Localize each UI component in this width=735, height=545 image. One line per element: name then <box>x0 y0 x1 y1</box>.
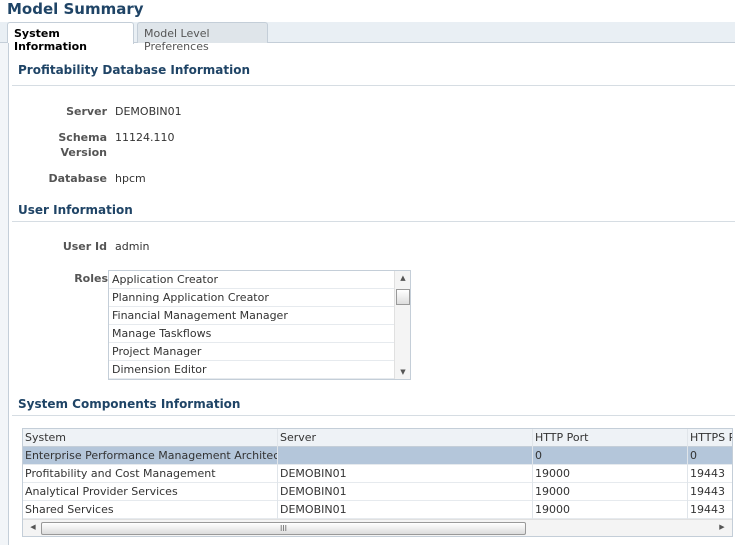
list-item[interactable]: Project Manager <box>109 343 394 361</box>
content-panel <box>8 43 735 545</box>
scroll-left-icon[interactable]: ◀ <box>30 523 36 531</box>
roles-label: Roles <box>74 272 108 285</box>
column-header-http-port[interactable]: HTTP Port <box>533 429 688 447</box>
column-header-https-port[interactable]: HTTPS Port <box>688 429 732 447</box>
user-id-label: User Id <box>62 240 107 253</box>
section-heading-user: User Information <box>18 203 133 217</box>
cell-https-port: 0 <box>688 447 732 465</box>
cell-server <box>278 447 533 465</box>
tab-bar: System Information Model Level Preferenc… <box>0 22 735 53</box>
divider <box>12 85 735 86</box>
cell-system: Analytical Provider Services <box>23 483 278 501</box>
user-id-value: admin <box>115 240 150 253</box>
database-label: Database <box>48 172 107 185</box>
table-row[interactable]: Analytical Provider Services DEMOBIN01 1… <box>23 483 732 501</box>
scroll-thumb[interactable]: III <box>41 522 526 535</box>
roles-scrollbar[interactable]: ▲ ▼ <box>394 271 410 379</box>
cell-system: Profitability and Cost Management <box>23 465 278 483</box>
cell-system: Shared Services <box>23 501 278 519</box>
tab-system-information[interactable]: System Information <box>7 22 134 53</box>
column-header-server[interactable]: Server <box>278 429 533 447</box>
cell-server: DEMOBIN01 <box>278 465 533 483</box>
server-value: DEMOBIN01 <box>115 105 182 118</box>
table-horizontal-scrollbar[interactable]: ◀ III ▶ <box>23 519 732 536</box>
schema-version-value: 11124.110 <box>115 131 175 144</box>
cell-server: DEMOBIN01 <box>278 483 533 501</box>
cell-http-port: 19000 <box>533 483 688 501</box>
tab-model-level-preferences[interactable]: Model Level Preferences <box>137 22 268 53</box>
column-header-system[interactable]: System <box>23 429 278 447</box>
scroll-thumb[interactable] <box>396 289 410 305</box>
cell-https-port: 19443 <box>688 501 732 519</box>
schema-version-label: Schema Version <box>58 131 107 159</box>
components-table: System Server HTTP Port HTTPS Port Enter… <box>22 428 733 537</box>
list-item[interactable]: Dimension Editor <box>109 361 394 379</box>
page-title: Model Summary <box>7 0 144 18</box>
list-item[interactable]: Planning Application Creator <box>109 289 394 307</box>
scroll-down-icon[interactable]: ▼ <box>400 368 406 376</box>
list-item[interactable]: Application Creator <box>109 271 394 289</box>
table-header: System Server HTTP Port HTTPS Port <box>23 429 732 447</box>
left-edge <box>0 43 8 545</box>
cell-https-port: 19443 <box>688 465 732 483</box>
list-item[interactable]: Manage Taskflows <box>109 325 394 343</box>
cell-http-port: 19000 <box>533 501 688 519</box>
cell-server: DEMOBIN01 <box>278 501 533 519</box>
roles-list[interactable]: Application Creator Planning Application… <box>108 270 411 380</box>
table-row[interactable]: Profitability and Cost Management DEMOBI… <box>23 465 732 483</box>
table-row[interactable]: Shared Services DEMOBIN01 19000 19443 <box>23 501 732 519</box>
divider <box>12 221 735 222</box>
scroll-right-icon[interactable]: ▶ <box>719 523 725 531</box>
cell-http-port: 0 <box>533 447 688 465</box>
cell-http-port: 19000 <box>533 465 688 483</box>
divider <box>12 415 735 416</box>
table-row[interactable]: Enterprise Performance Management Archit… <box>23 447 732 465</box>
scroll-up-icon[interactable]: ▲ <box>400 274 406 282</box>
database-value: hpcm <box>115 172 146 185</box>
list-item[interactable]: Financial Management Manager <box>109 307 394 325</box>
server-label: Server <box>66 105 107 118</box>
cell-https-port: 19443 <box>688 483 732 501</box>
section-heading-profitability: Profitability Database Information <box>18 63 251 77</box>
section-heading-components: System Components Information <box>18 397 241 411</box>
cell-system: Enterprise Performance Management Archit… <box>23 447 278 465</box>
